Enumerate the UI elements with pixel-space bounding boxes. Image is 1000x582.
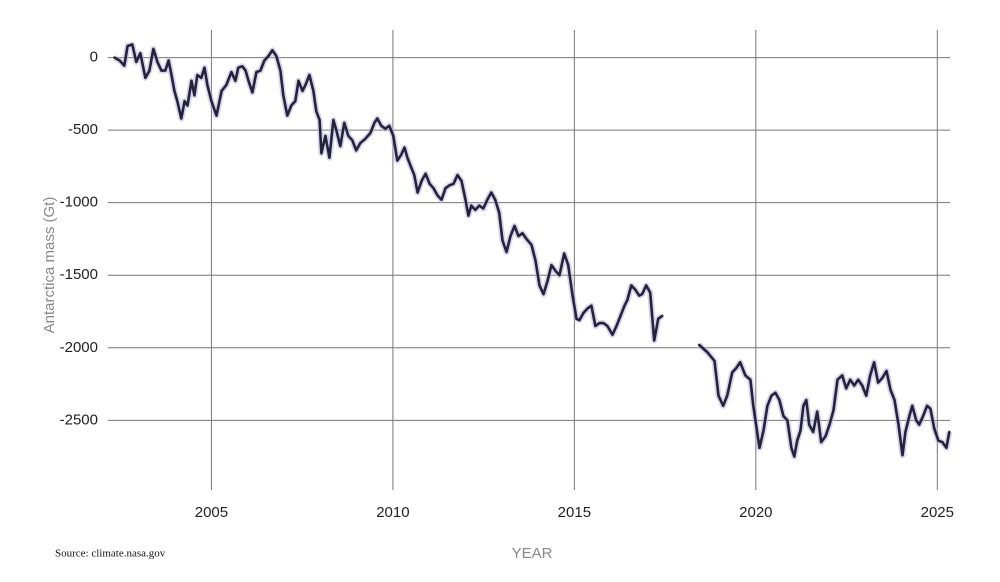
x-axis-title: YEAR (512, 545, 553, 562)
plot (113, 41, 953, 460)
x-tick-label: 2005 (195, 504, 228, 521)
y-axis-title: Antarctica mass (Gt) (41, 197, 58, 334)
y-tick-label: 0 (90, 49, 98, 66)
data-line (697, 343, 951, 458)
y-tick-label: -2500 (60, 411, 98, 428)
y-tick-label: -1000 (60, 194, 98, 211)
source-note: Source: climate.nasa.gov (55, 548, 166, 560)
y-tick-label: -500 (68, 121, 98, 138)
x-tick-label: 2020 (739, 504, 772, 521)
x-tick-label: 2025 (921, 504, 954, 521)
x-tick-label: 2015 (558, 504, 591, 521)
y-tick-label: -2000 (60, 339, 98, 356)
y-tick-label: -1500 (60, 266, 98, 283)
x-tick-label: 2010 (376, 504, 409, 521)
line-halo (113, 41, 664, 344)
data-line (113, 43, 664, 342)
grid (108, 30, 950, 490)
